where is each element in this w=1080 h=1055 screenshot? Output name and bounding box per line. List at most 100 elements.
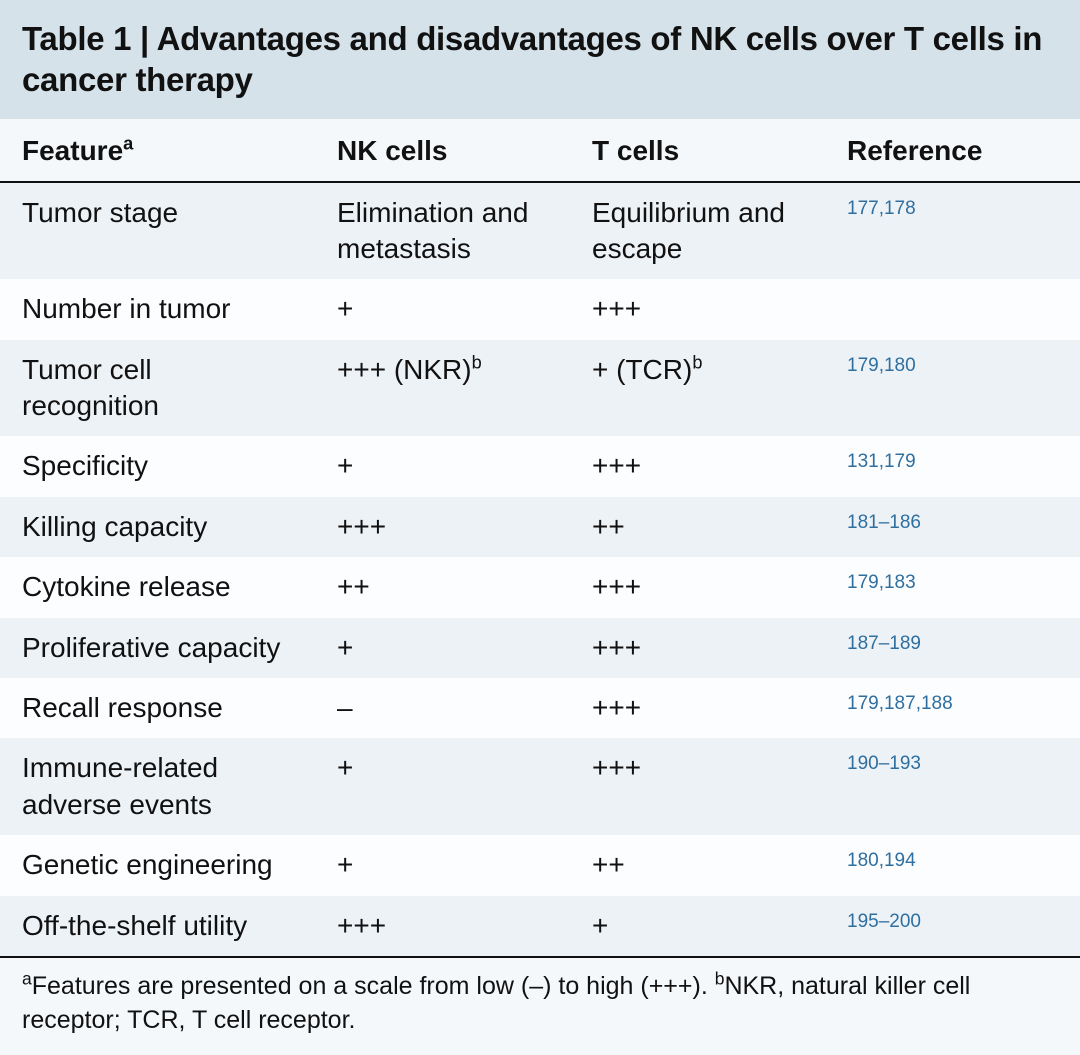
cell-feature: Immune-related adverse events [0,738,315,835]
cell-feature: Number in tumor [0,279,315,339]
cell-reference [825,279,1080,339]
table-row: Tumor stageElimination and metastasisEqu… [0,182,1080,280]
table-row: Cytokine release+++++179,183 [0,557,1080,617]
cell-reference: 187–189 [825,618,1080,678]
col-ref: Reference [825,119,1080,182]
table-row: Genetic engineering+++180,194 [0,835,1080,895]
table-row: Killing capacity+++++181–186 [0,497,1080,557]
footnote-b-sup: b [715,969,725,989]
cell-t: + (TCR)b [570,340,825,437]
reference-link[interactable]: 200 [889,911,921,932]
col-t: T cells [570,119,825,182]
comparison-table: Featurea NK cells T cells Reference Tumo… [0,119,1080,958]
reference-link[interactable]: 177 [847,198,879,219]
table-footnote: aFeatures are presented on a scale from … [0,958,1080,1055]
table-row: Specificity++++131,179 [0,436,1080,496]
col-nk: NK cells [315,119,570,182]
reference-link[interactable]: 194 [884,850,916,871]
footnote-a-sup: a [22,969,32,989]
cell-t: +++ [570,678,825,738]
cell-feature: Off-the-shelf utility [0,896,315,957]
cell-nk: + [315,738,570,835]
table-row: Recall response–+++179,187,188 [0,678,1080,738]
cell-t: ++ [570,497,825,557]
col-t-label: T cells [592,135,679,166]
table-row: Tumor cell recognition+++ (NKR)b+ (TCR)b… [0,340,1080,437]
table-title: Table 1 | Advantages and disadvantages o… [22,20,1042,98]
reference-link[interactable]: 195 [847,911,879,932]
cell-reference: 179,183 [825,557,1080,617]
cell-nk: + [315,618,570,678]
reference-link[interactable]: 181 [847,512,879,533]
cell-t: +++ [570,279,825,339]
cell-nk: +++ [315,497,570,557]
reference-link[interactable]: 189 [889,633,921,654]
reference-link[interactable]: 179 [884,451,916,472]
cell-nk: – [315,678,570,738]
reference-link[interactable]: 186 [889,512,921,533]
cell-t: +++ [570,618,825,678]
reference-link[interactable]: 179 [847,355,879,376]
cell-t: +++ [570,436,825,496]
reference-link[interactable]: 193 [889,753,921,774]
cell-feature: Killing capacity [0,497,315,557]
table-row: Proliferative capacity++++187–189 [0,618,1080,678]
table-header-row: Featurea NK cells T cells Reference [0,119,1080,182]
reference-link[interactable]: 190 [847,753,879,774]
cell-reference: 181–186 [825,497,1080,557]
cell-t: Equilibrium and escape [570,182,825,280]
cell-feature: Cytokine release [0,557,315,617]
col-ref-label: Reference [847,135,982,166]
cell-reference: 179,187,188 [825,678,1080,738]
reference-link[interactable]: 179 [847,572,879,593]
col-feature-sup: a [123,133,133,153]
cell-reference: 177,178 [825,182,1080,280]
cell-nk: + [315,436,570,496]
footnote-a-text: Features are presented on a scale from l… [32,972,715,1000]
cell-t: ++ [570,835,825,895]
cell-feature: Recall response [0,678,315,738]
cell-nk: +++ [315,896,570,957]
reference-link[interactable]: 178 [884,198,916,219]
cell-nk: Elimination and metastasis [315,182,570,280]
reference-link[interactable]: 188 [921,693,953,714]
cell-reference: 180,194 [825,835,1080,895]
table-row: Number in tumor++++ [0,279,1080,339]
cell-reference: 131,179 [825,436,1080,496]
reference-link[interactable]: 180 [847,850,879,871]
col-feature-label: Feature [22,135,123,166]
cell-reference: 179,180 [825,340,1080,437]
reference-link[interactable]: 179 [847,693,879,714]
table-row: Off-the-shelf utility++++195–200 [0,896,1080,957]
reference-link[interactable]: 180 [884,355,916,376]
cell-feature: Specificity [0,436,315,496]
table-row: Immune-related adverse events++++190–193 [0,738,1080,835]
cell-t-sup: b [692,352,702,372]
reference-link[interactable]: 187 [847,633,879,654]
table-caption: Advantages and disadvantages of NK cells… [22,20,1042,98]
table-header: Featurea NK cells T cells Reference [0,119,1080,182]
table-body: Tumor stageElimination and metastasisEqu… [0,182,1080,957]
col-feature: Featurea [0,119,315,182]
cell-reference: 195–200 [825,896,1080,957]
table-container: Table 1 | Advantages and disadvantages o… [0,0,1080,1055]
cell-nk: ++ [315,557,570,617]
table-label: Table 1 | [22,20,149,57]
cell-nk: +++ (NKR)b [315,340,570,437]
col-nk-label: NK cells [337,135,448,166]
cell-t: +++ [570,738,825,835]
reference-link[interactable]: 131 [847,451,879,472]
cell-feature: Tumor stage [0,182,315,280]
cell-nk-sup: b [472,352,482,372]
cell-t: + [570,896,825,957]
reference-link[interactable]: 183 [884,572,916,593]
cell-t: +++ [570,557,825,617]
cell-feature: Proliferative capacity [0,618,315,678]
cell-feature: Genetic engineering [0,835,315,895]
reference-link[interactable]: 187 [884,693,916,714]
cell-nk: + [315,835,570,895]
cell-reference: 190–193 [825,738,1080,835]
cell-feature: Tumor cell recognition [0,340,315,437]
cell-nk: + [315,279,570,339]
table-title-block: Table 1 | Advantages and disadvantages o… [0,0,1080,119]
